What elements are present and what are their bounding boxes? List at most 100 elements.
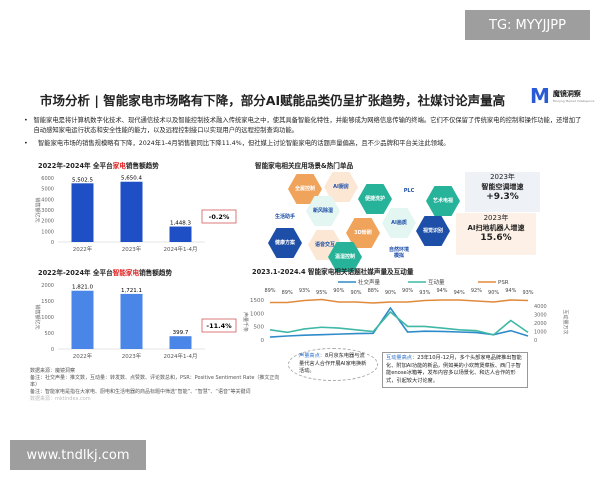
chart2-title: 2022年-2024年 全平台智能家电销售额趋势 [38, 269, 173, 277]
x-tick: 2023年 [122, 245, 142, 253]
annotation-volume-peak: 声量高点：8月京东电器与流量代言人合作开展AI家电换新活动。 [288, 348, 378, 381]
stat-ac: 2023年 智能空调增速 +9.3% [465, 172, 540, 212]
y-tick: 0 [51, 347, 54, 353]
bar [71, 183, 94, 242]
hex-item: 视觉识别 [416, 216, 450, 246]
y-tick-right: 3000 [534, 313, 547, 319]
annotation-interaction-peak: 互动量高点：23年10月-12月，多个头部家电品牌推出智能化、附加AI功能的新品… [382, 352, 528, 388]
psr-label: 90% [350, 290, 361, 296]
psr-label: 93% [419, 290, 430, 296]
logo-name: 魔镜洞察 [552, 90, 581, 98]
page-title: 市场分析 | 智能家电市场略有下降，部分AI赋能品类仍呈扩张趋势，社媒讨论声量高 [40, 93, 506, 108]
y-tick: 0 [51, 240, 54, 246]
psr-label: 94% [436, 288, 447, 294]
bar [120, 293, 143, 349]
bullet-text: 智能家电市场的销售规模略有下降，2024年1-4月销售额同比下降11.4%，但社… [38, 140, 450, 147]
y-tick-left: 1000 [250, 311, 264, 317]
note: 数据来源：魔镜洞察 [30, 368, 76, 374]
psr-label: 94% [505, 288, 516, 294]
hex-item: 艺术电视 [426, 186, 460, 216]
stat-robot: 2023年 AI扫地机器人增速 15.6% [456, 213, 536, 255]
bar [71, 290, 94, 349]
hex-item: 健康方案 [268, 228, 302, 258]
bar-label: 1,821.0 [72, 285, 93, 291]
bar [169, 226, 192, 242]
bullet: • 智能家电市场的销售规模略有下降，2024年1-4月销售额同比下降11.4%，但… [24, 140, 450, 147]
y-tick: 6000 [41, 176, 54, 182]
x-tick: 2022年 [73, 352, 93, 360]
chart2: 0 500 1000 1500 2000 销售额亿元 1,821.0 2022年 1,721.1… [34, 283, 237, 360]
chart1-title: 2022年-2024年 全平台家电销售额趋势 [38, 162, 159, 170]
series-line-0 [269, 306, 529, 338]
y-tick-right: 1000 [534, 330, 547, 336]
bar-label: 399.7 [173, 330, 189, 336]
hex-item: AI画质 [382, 208, 416, 238]
bar [120, 181, 143, 242]
x-tick: 2022年 [73, 245, 93, 253]
y-tick: 500 [44, 331, 54, 337]
x-tick: 2024年1-4月 [164, 352, 198, 360]
series-line-1 [269, 310, 529, 336]
psr-label: 94% [454, 290, 465, 296]
hex-title: 智能家电相关应用场景&热门单品 [255, 162, 354, 170]
psr-label: 90% [385, 290, 396, 296]
watermark-top: TG: MYYJJPP [465, 10, 590, 40]
hex-item: 生活助手 [268, 202, 302, 232]
logo-sub: Moojing Market Intelligence [552, 99, 595, 103]
legend-label: 社交声量 [358, 278, 381, 286]
hex-grid: 全屋控制 AI厨房 便捷洗护 PLC 艺术电视 生活助手 新风除湿 AI画质 视觉识别 健康方案语… [268, 172, 460, 272]
y-tick: 1000 [41, 229, 54, 235]
y-tick-right: 4000 [534, 304, 547, 310]
psr-label: 95% [316, 290, 327, 296]
psr-label: 93% [299, 288, 310, 294]
psr-label: 89% [282, 290, 293, 296]
y-tick-left: 500 [254, 325, 265, 331]
y-axis-label: 销售额亿元 [34, 197, 41, 222]
bullet: • 智能家电是将计算机数字化技术、现代通信技术以及智能控制技术融入传统家电之中，使… [24, 116, 584, 136]
bar [169, 336, 192, 349]
y-tick: 3000 [41, 208, 54, 214]
bar-label: 1,448.3 [170, 221, 191, 227]
watermark-bottom: www.tndlkj.com [10, 440, 146, 470]
hex-item: PLC [392, 176, 426, 206]
growth-callout [201, 318, 237, 333]
note: 备注：智能家电是指在大家电、厨电和生活电器的商品标题中筛选“智能”、“智慧”、“… [30, 389, 251, 395]
y-tick: 2000 [41, 283, 54, 289]
notes: 数据来源：魔镜洞察 备注：社交声量：推文数，互动量：转发数、点赞数、评论数总和，… [30, 368, 280, 403]
y-axis-label: 销售额亿元 [34, 304, 41, 329]
y-tick: 1500 [41, 299, 54, 305]
psr-label: 88% [368, 288, 379, 294]
chart1: 0 1000 2000 3000 4000 5000 6000 销售额亿元 5,502.5 202… [34, 176, 237, 253]
logo-mark-icon: M [530, 84, 550, 108]
hex-item: 自然环境模拟 [382, 238, 416, 268]
psr-label: 89% [264, 288, 275, 294]
y-tick-right: 2000 [534, 321, 547, 327]
psr-label: 90% [488, 290, 499, 296]
note: 数据来源：mktindex.com [30, 396, 91, 402]
legend-label: PSR [498, 280, 509, 286]
growth-callout-text: -0.2% [209, 213, 230, 221]
x-tick: 2024年1-4月 [164, 245, 198, 253]
note: 备注：社交声量：推文数，互动量：转发数、点赞数、评论数总和，PSR：Positi… [30, 375, 280, 388]
line-chart-title: 2023.1-2024.4 智能家电相关话题社媒声量及互动量 [252, 268, 414, 276]
psr-label: 92% [471, 288, 482, 294]
y-tick-left: 0 [261, 338, 265, 344]
y-tick: 4000 [41, 197, 54, 203]
psr-label: 90% [402, 288, 413, 294]
bar-label: 5,650.4 [121, 176, 142, 182]
y-tick: 5000 [41, 187, 54, 193]
hex-item: 便捷洗护 [358, 184, 392, 214]
y-tick: 1000 [41, 315, 54, 321]
legend-label: 互动量 [428, 279, 445, 286]
line-chart: 0 500 1000 1500 0 1000 2000 3000 4000 声量千条 互动量万次 社交… [242, 278, 569, 344]
psr-label: 90% [333, 288, 344, 294]
x-tick: 2023年 [122, 352, 142, 360]
y-axis-right-label: 互动量万次 [562, 309, 569, 334]
bullet-text: 智能家电是将计算机数字化技术、现代通信技术以及智能控制技术融入传统家电之中，使其… [33, 117, 582, 134]
y-tick-left: 1500 [250, 298, 264, 304]
y-axis-left-label: 声量千条 [242, 312, 249, 332]
bar-label: 5,502.5 [72, 177, 93, 183]
y-tick-right: 0 [534, 338, 537, 344]
bar-label: 1,721.1 [121, 288, 142, 294]
psr-label: 93% [522, 290, 533, 296]
